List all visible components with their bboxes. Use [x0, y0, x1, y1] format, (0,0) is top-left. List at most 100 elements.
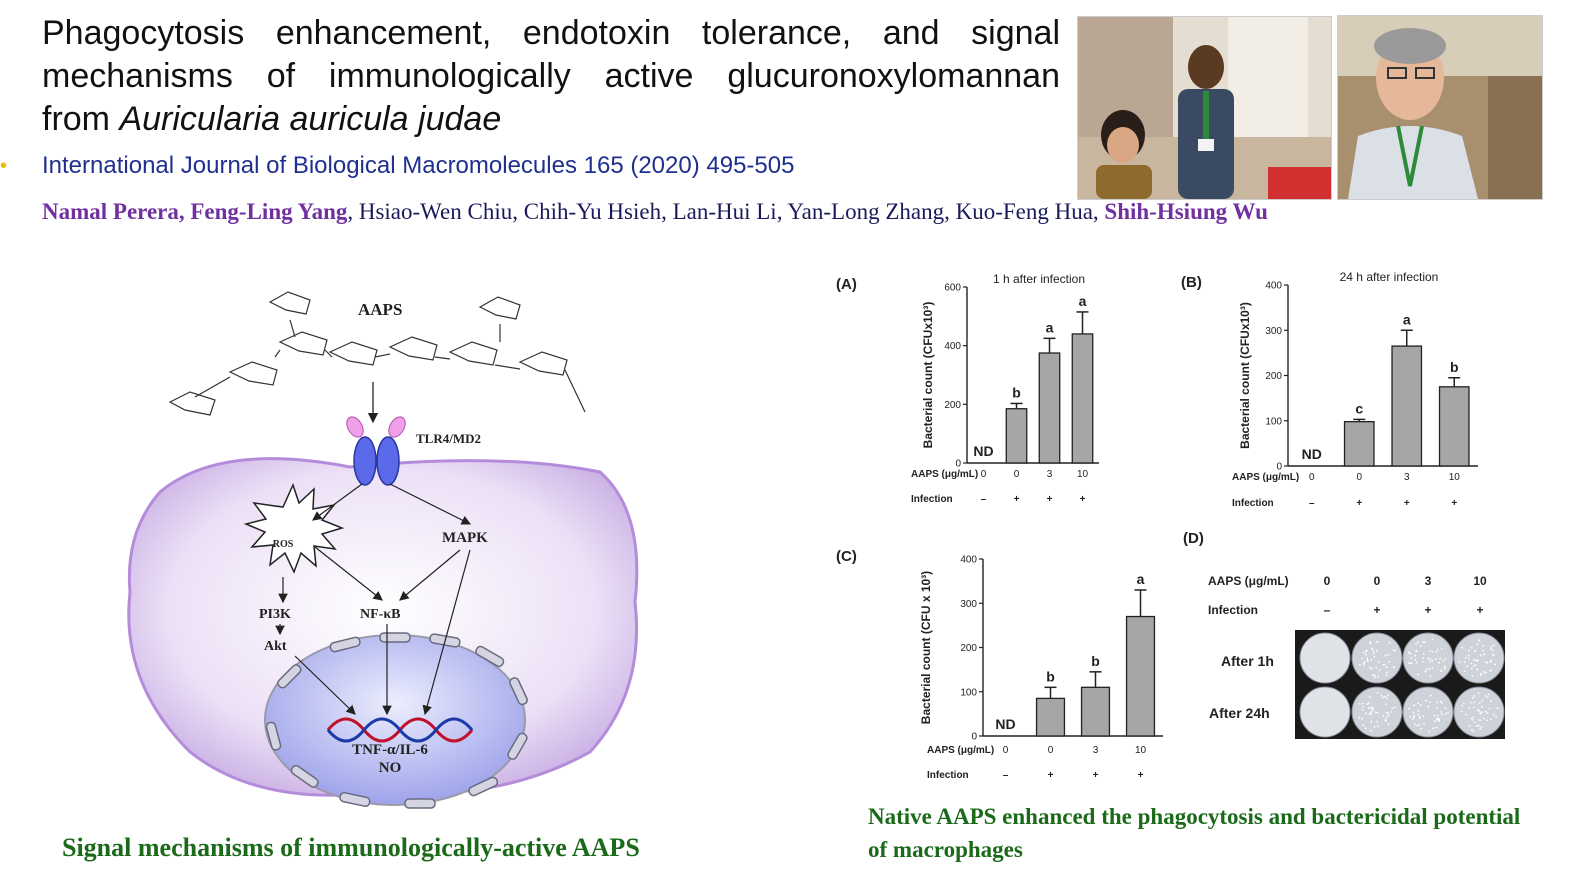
colony-dot — [1370, 729, 1372, 732]
colony-dot — [1363, 661, 1366, 663]
colony-dot — [1421, 660, 1424, 663]
x-tick-label: 0 — [981, 469, 987, 480]
colony-dot — [1361, 717, 1363, 720]
colony-dot — [1358, 716, 1361, 719]
infection-mark: + — [1047, 494, 1053, 505]
colony-dot — [1478, 710, 1481, 713]
colony-dot — [1385, 666, 1388, 669]
colony-dot — [1436, 648, 1439, 651]
colony-dot — [1481, 711, 1483, 714]
colony-dot — [1483, 653, 1486, 656]
colony-dot — [1483, 717, 1485, 720]
colony-dot — [1366, 658, 1369, 661]
colony-dot — [1438, 718, 1441, 721]
colony-dot — [1431, 650, 1434, 653]
colony-dot — [1429, 649, 1431, 652]
x-tick-label: 10 — [1077, 469, 1089, 480]
colony-dot — [1474, 649, 1477, 652]
colony-dot — [1470, 728, 1473, 731]
colony-dot — [1435, 701, 1438, 704]
colony-dot — [1366, 649, 1368, 652]
row-label-infection: Infection — [911, 494, 953, 505]
portrait-photo — [1337, 15, 1543, 200]
y-tick-label: 300 — [960, 599, 977, 610]
bullet-icon: • — [0, 155, 8, 177]
y-tick-label: 600 — [944, 283, 961, 294]
colony-dot — [1434, 720, 1436, 723]
colony-dot — [1388, 641, 1391, 644]
colony-dot — [1367, 702, 1370, 704]
colony-dot — [1375, 666, 1377, 669]
author-highlight-2: Shih-Hsiung Wu — [1104, 199, 1268, 224]
colony-dot — [1430, 694, 1432, 697]
aaps-structure — [168, 291, 586, 416]
colony-dot — [1384, 695, 1386, 698]
x-tick-label: 0 — [1309, 472, 1315, 483]
colony-dot — [1374, 711, 1377, 714]
colony-dot — [1458, 661, 1461, 663]
y-tick-label: 400 — [1265, 281, 1282, 292]
significance-label: a — [1403, 311, 1411, 327]
infection-mark: + — [1138, 770, 1144, 781]
colony-dot — [1387, 694, 1389, 697]
colony-dot — [1471, 675, 1474, 677]
colony-dot — [1434, 658, 1437, 661]
title-line-1: Phagocytosis enhancement, endotoxin tole… — [42, 14, 1060, 52]
colony-dot — [1367, 660, 1369, 663]
panel-d-infection-value: – — [1324, 603, 1331, 617]
colony-dot — [1418, 724, 1420, 726]
colony-dot — [1385, 674, 1388, 677]
colony-dot — [1480, 654, 1482, 657]
chart-title: 1 h after infection — [993, 272, 1085, 286]
colony-dot — [1460, 710, 1463, 713]
journal-citation: International Journal of Biological Macr… — [42, 152, 795, 179]
colony-dot — [1470, 717, 1473, 720]
y-tick-label: 400 — [960, 555, 977, 566]
colony-dot — [1486, 661, 1488, 664]
colony-dot — [1361, 658, 1363, 660]
colony-dot — [1435, 726, 1438, 729]
title-species: Auricularia auricula judae — [119, 100, 502, 138]
agar-plates — [1299, 632, 1505, 738]
panel-d-row-1h: After 1h — [1221, 653, 1274, 669]
colony-dot — [1467, 654, 1470, 657]
colony-dot — [1461, 704, 1464, 707]
agar-plate — [1299, 632, 1351, 684]
colony-dot — [1418, 717, 1421, 720]
colony-dot — [1370, 711, 1372, 714]
colony-dot — [1495, 715, 1497, 718]
colony-dot — [1439, 657, 1441, 660]
colony-dot — [1413, 723, 1416, 725]
panel-d-row-24h: After 24h — [1209, 705, 1270, 721]
significance-label: b — [1091, 653, 1100, 669]
colony-dot — [1375, 641, 1378, 643]
colony-dot — [1409, 715, 1411, 718]
colony-dot — [1438, 661, 1440, 664]
title-line-2: mechanisms of immunologically active glu… — [42, 57, 1060, 95]
colony-dot — [1365, 653, 1367, 656]
colony-dot — [1369, 706, 1372, 709]
panel-d-aaps-values: 0 0 3 10 — [1324, 574, 1487, 588]
panel-d-infection-value: + — [1424, 603, 1431, 617]
colony-dot — [1492, 653, 1494, 656]
panel-d-aaps-value: 10 — [1473, 574, 1487, 588]
colony-dot — [1373, 726, 1376, 728]
colony-dot — [1444, 713, 1447, 715]
colony-dot — [1408, 662, 1410, 664]
colony-dot — [1412, 711, 1415, 714]
agar-plate — [1299, 686, 1351, 738]
chart-panel-a: (A) 1 h after infection 0 200 400 600 Bacteria… — [836, 272, 1099, 505]
node-pi3k: PI3K — [259, 607, 291, 622]
colony-dot — [1359, 664, 1361, 666]
colony-dot — [1473, 721, 1476, 724]
node-akt: Akt — [264, 639, 287, 654]
colony-dot — [1422, 657, 1425, 660]
infection-mark: – — [1003, 770, 1009, 781]
colony-dot — [1425, 699, 1428, 702]
colony-dot — [1461, 646, 1464, 649]
colony-dot — [1480, 726, 1483, 728]
colony-dot — [1413, 716, 1415, 719]
colony-dot — [1386, 671, 1388, 674]
colony-dot — [1494, 663, 1496, 666]
